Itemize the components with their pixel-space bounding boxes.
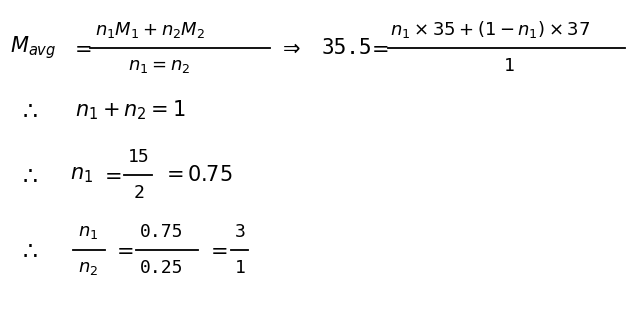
Text: $=$: $=$ (100, 165, 121, 185)
Text: $n_1 = n_2$: $n_1 = n_2$ (128, 57, 190, 75)
Text: 0.25: 0.25 (140, 259, 184, 277)
Text: 0.75: 0.75 (140, 223, 184, 241)
Text: 1: 1 (504, 57, 515, 75)
Text: $=$: $=$ (367, 38, 389, 58)
Text: $=$: $=$ (70, 38, 91, 58)
Text: $=$: $=$ (206, 240, 228, 260)
Text: 1: 1 (235, 259, 246, 277)
Text: $\therefore$: $\therefore$ (18, 163, 38, 187)
Text: 3: 3 (235, 223, 246, 241)
Text: 15: 15 (128, 148, 150, 166)
Text: $= 0.75$: $= 0.75$ (162, 165, 233, 185)
Text: $n_1$: $n_1$ (78, 223, 98, 241)
Text: $\therefore$: $\therefore$ (18, 98, 38, 122)
Text: 2: 2 (134, 184, 145, 202)
Text: $\Rightarrow$: $\Rightarrow$ (278, 38, 301, 58)
Text: $n_1 + n_2 = 1$: $n_1 + n_2 = 1$ (75, 98, 186, 122)
Text: $n_1M_1 + n_2M_2$: $n_1M_1 + n_2M_2$ (95, 20, 205, 40)
Text: $=$: $=$ (112, 240, 133, 260)
Text: $n_1$: $n_1$ (70, 165, 93, 185)
Text: $\therefore$: $\therefore$ (18, 238, 38, 262)
Text: $M_{avg}$: $M_{avg}$ (10, 35, 57, 61)
Text: 35.5: 35.5 (322, 38, 372, 58)
Text: $n_1 \times 35 + (1 - n_1) \times 37$: $n_1 \times 35 + (1 - n_1) \times 37$ (390, 20, 590, 41)
Text: $n_2$: $n_2$ (78, 259, 98, 277)
